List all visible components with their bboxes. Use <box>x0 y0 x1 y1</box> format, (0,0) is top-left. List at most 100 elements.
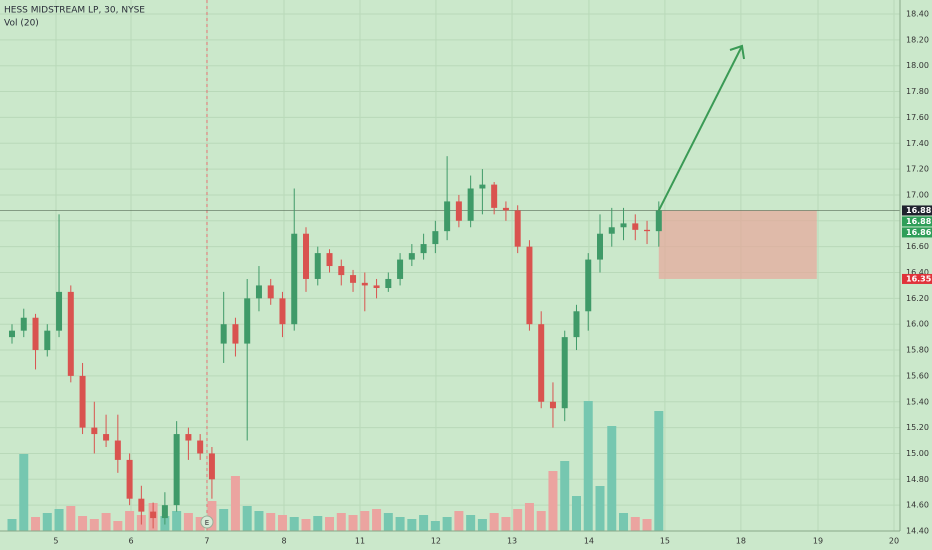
candle-body <box>373 285 380 289</box>
price-marker-label: 16.86 <box>906 228 932 237</box>
marks: E <box>0 0 900 531</box>
candle-body <box>255 285 262 299</box>
candle-body <box>549 401 556 409</box>
candle-body <box>538 324 545 402</box>
volume-bar <box>207 501 217 531</box>
arrow-head <box>729 44 745 60</box>
volume-bar <box>336 513 346 531</box>
volume-label: Vol (20) <box>4 19 39 29</box>
volume-bar <box>219 509 229 531</box>
volume-bar <box>395 517 405 531</box>
x-tick-label: 18 <box>736 537 746 546</box>
volume-bar <box>195 517 205 531</box>
candle-body <box>585 259 592 312</box>
y-tick-label: 17.00 <box>906 190 929 199</box>
y-tick-label: 16.00 <box>906 320 929 329</box>
x-tick-label: 5 <box>53 537 58 546</box>
y-tick-label: 18.00 <box>906 61 929 70</box>
candle-body <box>338 266 345 276</box>
y-tick-label: 14.40 <box>906 527 929 536</box>
chart-title: HESS MIDSTREAM LP, 30, NYSE <box>4 6 145 16</box>
candle-body <box>620 223 627 228</box>
price-marker <box>902 205 932 216</box>
y-tick-label: 15.60 <box>906 371 929 380</box>
candle-body <box>514 210 521 247</box>
candle-body <box>267 285 274 299</box>
price-marker-label: 16.88 <box>906 217 932 226</box>
candle-body <box>79 375 86 428</box>
candle-body <box>479 184 486 189</box>
volume-bar <box>254 511 264 531</box>
volume-bar <box>289 517 299 531</box>
candle-body <box>491 184 498 208</box>
candle-body <box>150 511 157 519</box>
volume-bar <box>54 509 64 531</box>
candle-body <box>197 440 204 454</box>
x-tick-label: 13 <box>507 537 517 546</box>
y-tick-label: 18.20 <box>906 35 929 44</box>
volume-bar <box>383 513 393 531</box>
x-tick-label: 15 <box>660 537 670 546</box>
volume-bar <box>419 515 429 531</box>
candle-body <box>67 291 74 376</box>
volume-bar <box>571 496 581 531</box>
y-tick-label: 15.00 <box>906 449 929 458</box>
volume-bar <box>607 426 617 531</box>
candle-body <box>420 244 427 254</box>
x-tick-label: 19 <box>813 537 823 546</box>
y-tick-label: 14.60 <box>906 501 929 510</box>
volume-bar <box>277 515 287 531</box>
candle-body <box>279 298 286 325</box>
candle-body <box>9 330 15 338</box>
candle-body <box>244 298 251 344</box>
candle-body <box>126 459 133 499</box>
volume-bar <box>372 509 382 531</box>
candle-body <box>655 210 662 232</box>
candle-body <box>326 253 333 267</box>
volume-bar <box>113 521 123 531</box>
candle-body <box>208 453 215 480</box>
volume-bar <box>560 461 570 531</box>
volume-bar <box>583 401 593 531</box>
volume-bar <box>66 506 76 531</box>
candle-body <box>173 434 180 506</box>
y-tick-label: 17.40 <box>906 139 929 148</box>
x-tick-label: 7 <box>204 537 209 546</box>
x-tick-label: 11 <box>355 537 365 546</box>
stop-zone <box>658 210 817 279</box>
candle-body <box>385 278 392 289</box>
candle-body <box>314 253 321 279</box>
volume-bar <box>642 519 652 531</box>
volume-bar <box>42 513 52 531</box>
candle-body <box>56 291 63 331</box>
y-tick-label: 15.20 <box>906 423 929 432</box>
volume-bar <box>430 521 440 531</box>
volume-bar <box>7 519 17 531</box>
candle-body <box>644 229 651 232</box>
volume-bar <box>360 511 370 531</box>
candle-body <box>361 282 368 286</box>
arrow-shaft <box>657 45 743 211</box>
price-marker-label: 16.35 <box>906 274 932 283</box>
volume-bar <box>31 517 41 531</box>
volume-bar <box>230 476 240 531</box>
volume-bar <box>466 515 476 531</box>
price-marker-label: 16.88 <box>906 206 932 215</box>
candle-body <box>114 440 121 460</box>
x-tick-label: 6 <box>128 537 133 546</box>
y-tick-label: 16.60 <box>906 242 929 251</box>
volume-bar <box>454 511 464 531</box>
candle-body <box>185 434 192 441</box>
volume-bar <box>183 513 193 531</box>
volume-bar <box>313 516 323 531</box>
y-tick-label: 17.60 <box>906 113 929 122</box>
event-label: E <box>205 519 209 527</box>
volume-bar <box>407 519 417 531</box>
volume-bar <box>489 513 499 531</box>
y-tick-label: 18.40 <box>906 10 929 19</box>
candle-body <box>350 275 357 283</box>
y-tick-label: 15.80 <box>906 346 929 355</box>
volume-bar <box>630 517 640 531</box>
